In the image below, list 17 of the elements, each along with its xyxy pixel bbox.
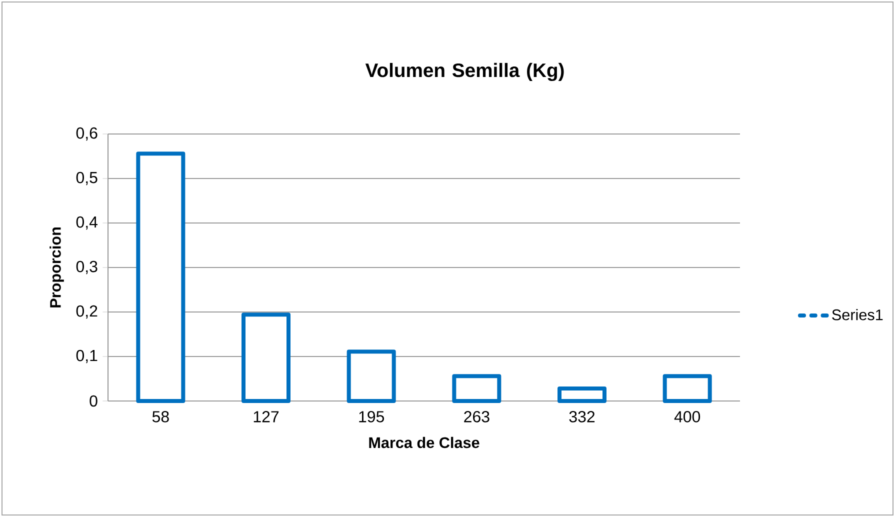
y-tick-label: 0,4 <box>76 216 98 230</box>
x-axis-title: Marca de Clase <box>369 436 480 448</box>
chart-title: Volumen Semilla (Kg) <box>365 62 564 82</box>
y-tick-label: 0,6 <box>76 127 98 141</box>
y-axis-title: Proporcion <box>50 228 64 308</box>
legend-label: Series1 <box>832 309 883 320</box>
x-tick-label: 127 <box>254 411 279 422</box>
x-tick-label: 332 <box>569 411 595 422</box>
x-tick-label: 58 <box>152 411 169 422</box>
y-tick-label: 0,1 <box>76 350 98 364</box>
y-tick-label: 0,5 <box>76 172 98 186</box>
y-tick-label: 0,2 <box>76 305 98 319</box>
x-tick-label: 400 <box>674 411 700 422</box>
y-tick-label: 0 <box>90 395 98 407</box>
x-tick-label: 263 <box>464 411 490 422</box>
x-tick-label: 195 <box>359 411 384 422</box>
y-tick-label: 0,3 <box>76 260 98 274</box>
